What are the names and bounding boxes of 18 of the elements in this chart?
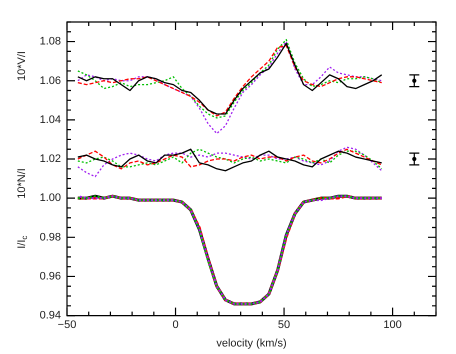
x-axis-title: velocity (km/s): [216, 337, 287, 350]
y-tick-label: 1.02: [40, 153, 61, 166]
y-tick-label: 1.06: [40, 74, 61, 87]
text: 10*V/I: [16, 51, 28, 82]
x-tick-label: 0: [172, 319, 179, 332]
y-tick-label: 1.00: [40, 192, 61, 204]
y-tick-label: 1.08: [40, 36, 61, 48]
x-tick-label: −50: [58, 319, 76, 332]
y-tick-label: 0.98: [40, 231, 61, 244]
line-series: [77, 40, 382, 134]
x-tick-label: 100: [383, 319, 402, 332]
text: 10*N/I: [16, 168, 28, 199]
y-tick-label: 0.94: [40, 310, 61, 322]
line-series: [77, 146, 382, 178]
y-tick-label: 0.96: [40, 270, 61, 282]
x-tick-label: 50: [278, 319, 290, 332]
y-axis-title: I/Ic: [16, 236, 30, 249]
y-tick-label: 1.04: [40, 114, 61, 126]
